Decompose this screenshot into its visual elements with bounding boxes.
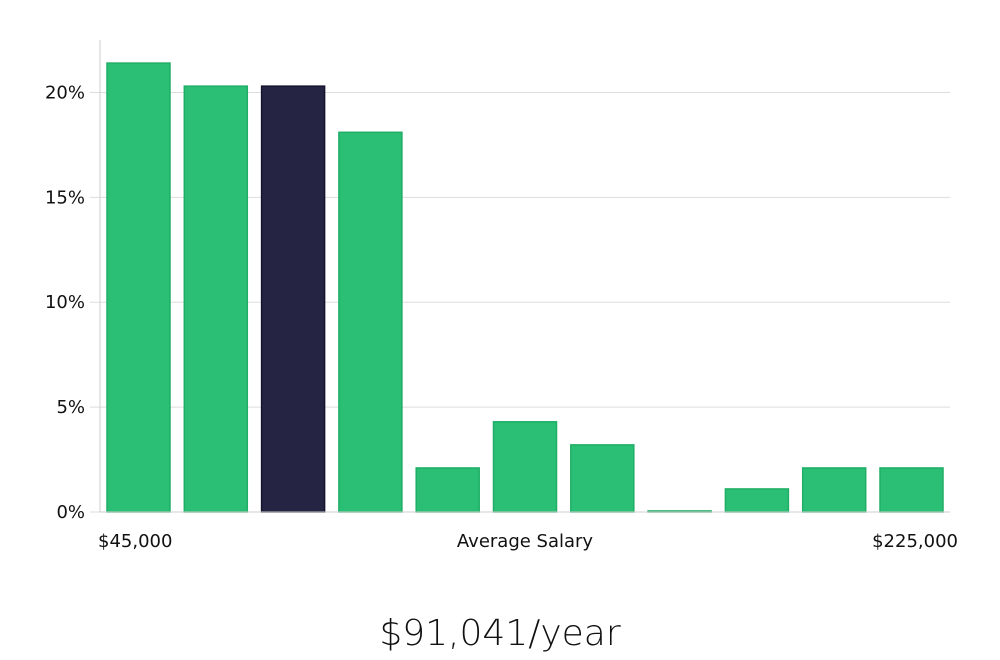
bar (183, 85, 249, 513)
bar (801, 467, 867, 513)
y-tick-labels: 0% 5% 10% 15% 20% (45, 82, 85, 523)
bar (879, 467, 944, 513)
bars (106, 62, 944, 513)
y-tick-label: 5% (56, 397, 85, 418)
bar (338, 131, 403, 513)
y-tick-label: 20% (45, 82, 85, 103)
y-tick-label: 0% (56, 502, 85, 523)
x-max-label: $225,000 (872, 531, 958, 552)
salary-histogram: 0% 5% 10% 15% 20% $45,000 Average Salary $22… (45, 40, 958, 552)
bar (106, 62, 171, 513)
bar (415, 467, 480, 513)
x-axis-label: Average Salary (457, 531, 594, 552)
average-salary-headline: $91,041/year (379, 613, 621, 654)
bar (724, 488, 790, 513)
y-tick-label: 10% (45, 292, 85, 313)
x-min-label: $45,000 (98, 531, 172, 552)
bar-highlighted (260, 85, 326, 513)
bar (570, 444, 635, 513)
y-tick-label: 15% (45, 187, 85, 208)
bar (492, 421, 558, 513)
